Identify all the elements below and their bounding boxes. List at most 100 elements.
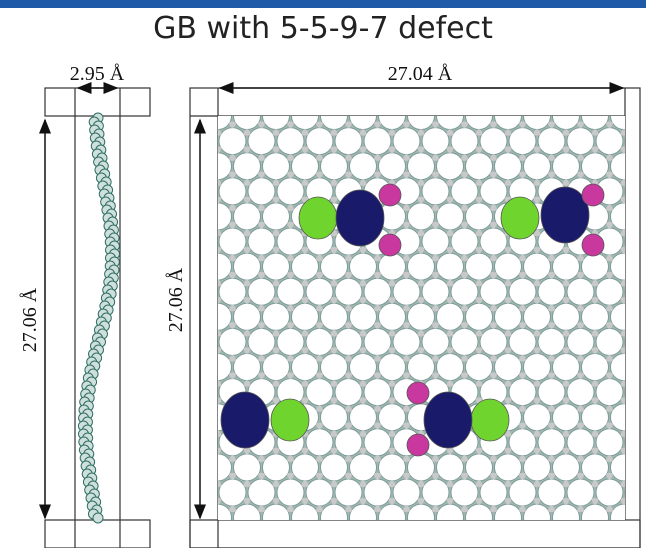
atom bbox=[607, 324, 612, 329]
atom bbox=[404, 224, 409, 229]
atom bbox=[622, 399, 627, 404]
atom bbox=[246, 533, 251, 538]
ring bbox=[524, 103, 551, 130]
atom bbox=[463, 156, 468, 161]
atom bbox=[449, 332, 454, 337]
atom bbox=[376, 156, 381, 161]
atom bbox=[187, 531, 192, 536]
atom bbox=[520, 324, 525, 329]
ring bbox=[321, 153, 348, 180]
ring bbox=[538, 379, 565, 406]
atom bbox=[564, 299, 569, 304]
atom bbox=[202, 423, 207, 428]
atom bbox=[405, 407, 410, 412]
ring bbox=[408, 454, 435, 481]
ring bbox=[248, 128, 275, 155]
atom bbox=[173, 357, 178, 362]
atom bbox=[361, 98, 366, 103]
atom bbox=[448, 199, 453, 204]
atom bbox=[623, 533, 628, 538]
atom bbox=[536, 282, 541, 287]
pentagon-ring bbox=[379, 234, 401, 256]
atom bbox=[289, 156, 294, 161]
ring bbox=[611, 454, 638, 481]
atom bbox=[245, 299, 250, 304]
ring bbox=[509, 479, 536, 506]
atom bbox=[346, 374, 351, 379]
ring bbox=[495, 354, 522, 381]
ring bbox=[393, 328, 420, 355]
atom bbox=[230, 525, 235, 530]
ring bbox=[567, 479, 594, 506]
atom bbox=[187, 500, 192, 505]
ring bbox=[567, 529, 594, 548]
ring bbox=[335, 479, 362, 506]
atom bbox=[246, 181, 251, 186]
atom bbox=[303, 349, 308, 354]
atom bbox=[275, 131, 280, 136]
atom bbox=[173, 372, 178, 377]
atom bbox=[536, 382, 541, 387]
atom bbox=[331, 533, 336, 538]
ring bbox=[509, 328, 536, 355]
ring bbox=[611, 103, 638, 130]
ring bbox=[495, 103, 522, 130]
atom bbox=[565, 282, 570, 287]
atom bbox=[316, 106, 321, 111]
atom bbox=[230, 104, 235, 109]
atom bbox=[362, 131, 367, 136]
atom bbox=[303, 299, 308, 304]
atom bbox=[622, 199, 627, 204]
ring bbox=[350, 354, 377, 381]
atom bbox=[274, 531, 279, 536]
atom bbox=[375, 274, 380, 279]
ring bbox=[205, 303, 232, 330]
atom bbox=[594, 332, 599, 337]
atom bbox=[360, 533, 365, 538]
ring bbox=[451, 77, 478, 104]
atom bbox=[201, 425, 206, 430]
atom bbox=[506, 500, 511, 505]
ring bbox=[538, 479, 565, 506]
atom bbox=[478, 81, 483, 86]
atom bbox=[420, 96, 425, 101]
ring bbox=[480, 328, 507, 355]
atom bbox=[550, 357, 555, 362]
ring bbox=[480, 278, 507, 305]
atom bbox=[361, 531, 366, 536]
ring bbox=[321, 454, 348, 481]
ring bbox=[335, 77, 362, 104]
atom bbox=[374, 106, 379, 111]
atom bbox=[187, 280, 192, 285]
ring bbox=[611, 504, 638, 531]
atom bbox=[173, 457, 178, 462]
atom bbox=[607, 174, 612, 179]
atom bbox=[536, 482, 541, 487]
atom bbox=[463, 357, 468, 362]
atom bbox=[260, 457, 265, 462]
ring bbox=[422, 228, 449, 255]
atom bbox=[622, 249, 627, 254]
atom bbox=[361, 450, 366, 455]
atom bbox=[635, 473, 640, 478]
atom bbox=[448, 299, 453, 304]
atom bbox=[288, 104, 293, 109]
ring bbox=[205, 354, 232, 381]
atom bbox=[318, 307, 323, 312]
ring bbox=[176, 203, 203, 230]
atom bbox=[564, 500, 569, 505]
atom bbox=[230, 174, 235, 179]
atom bbox=[317, 425, 322, 430]
atom bbox=[332, 450, 337, 455]
atom bbox=[188, 81, 193, 86]
atom bbox=[448, 500, 453, 505]
atom bbox=[317, 374, 322, 379]
atom bbox=[447, 96, 452, 101]
atom bbox=[478, 181, 483, 186]
atom bbox=[432, 523, 437, 528]
atom bbox=[521, 457, 526, 462]
atom bbox=[202, 156, 207, 161]
atom bbox=[549, 73, 554, 78]
atom bbox=[419, 299, 424, 304]
atom bbox=[217, 81, 222, 86]
